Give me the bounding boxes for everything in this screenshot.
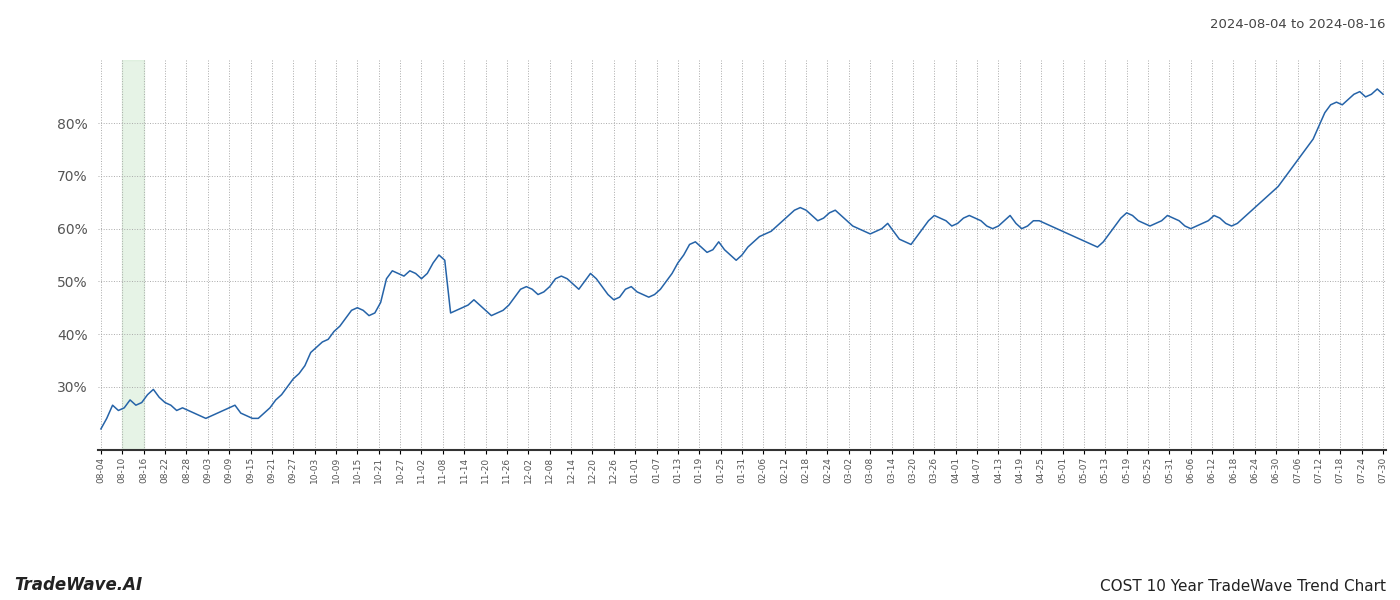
Text: COST 10 Year TradeWave Trend Chart: COST 10 Year TradeWave Trend Chart (1100, 579, 1386, 594)
Text: TradeWave.AI: TradeWave.AI (14, 576, 143, 594)
Bar (122, 60, 144, 450)
Text: 2024-08-04 to 2024-08-16: 2024-08-04 to 2024-08-16 (1211, 18, 1386, 31)
